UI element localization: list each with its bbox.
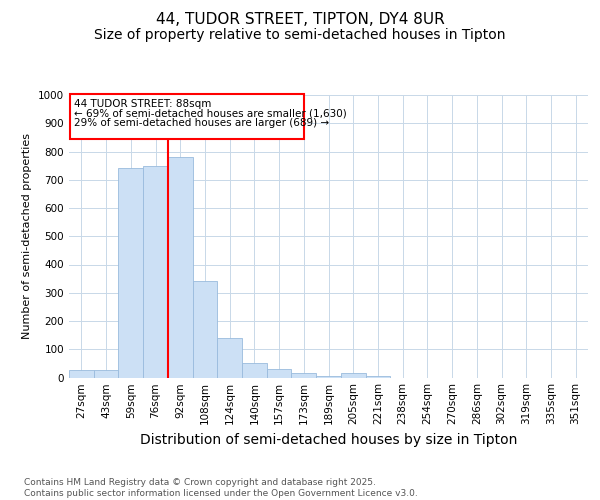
Text: 44, TUDOR STREET, TIPTON, DY4 8UR: 44, TUDOR STREET, TIPTON, DY4 8UR <box>155 12 445 28</box>
Bar <box>193 282 217 378</box>
Bar <box>292 374 316 378</box>
Bar <box>69 370 94 378</box>
Bar <box>242 364 267 378</box>
Bar <box>316 376 341 378</box>
Y-axis label: Number of semi-detached properties: Number of semi-detached properties <box>22 133 32 339</box>
X-axis label: Distribution of semi-detached houses by size in Tipton: Distribution of semi-detached houses by … <box>140 433 517 447</box>
Bar <box>341 374 365 378</box>
Text: Size of property relative to semi-detached houses in Tipton: Size of property relative to semi-detach… <box>94 28 506 42</box>
Bar <box>143 166 168 378</box>
Text: 29% of semi-detached houses are larger (689) →: 29% of semi-detached houses are larger (… <box>74 118 329 128</box>
Text: Contains HM Land Registry data © Crown copyright and database right 2025.
Contai: Contains HM Land Registry data © Crown c… <box>24 478 418 498</box>
Bar <box>70 94 304 139</box>
Bar <box>365 376 390 378</box>
Text: 44 TUDOR STREET: 88sqm: 44 TUDOR STREET: 88sqm <box>74 98 211 108</box>
Text: ← 69% of semi-detached houses are smaller (1,630): ← 69% of semi-detached houses are smalle… <box>74 108 347 118</box>
Bar <box>168 157 193 378</box>
Bar <box>267 369 292 378</box>
Bar <box>118 168 143 378</box>
Bar <box>217 338 242 378</box>
Bar <box>94 370 118 378</box>
